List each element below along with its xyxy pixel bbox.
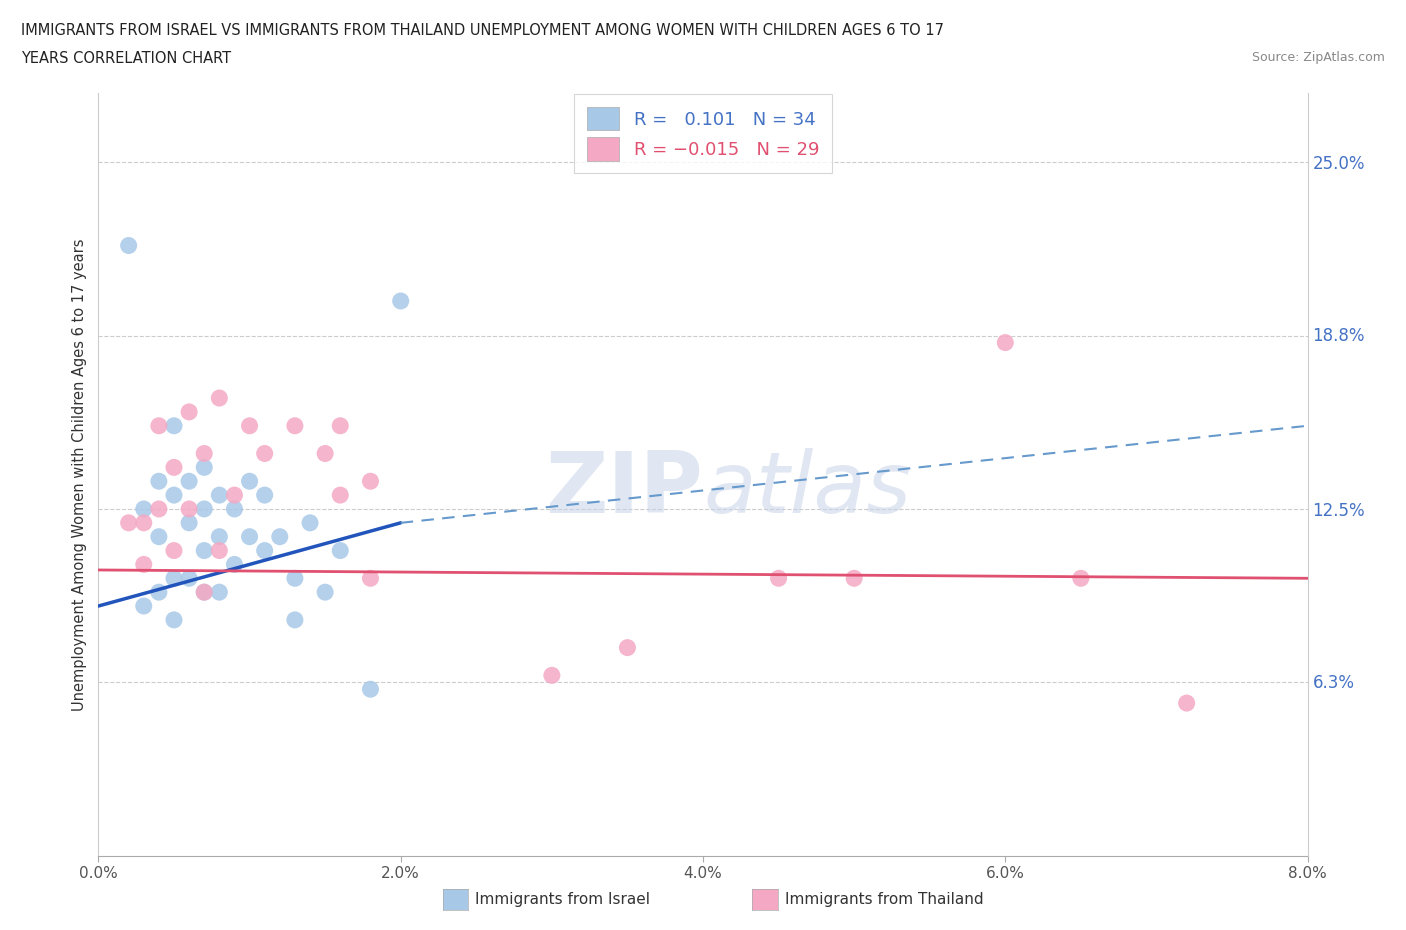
Point: [179, 571, 201, 586]
Point: [132, 599, 155, 614]
Point: [284, 418, 307, 433]
Text: IMMIGRANTS FROM ISRAEL VS IMMIGRANTS FROM THAILAND UNEMPLOYMENT AMONG WOMEN WITH: IMMIGRANTS FROM ISRAEL VS IMMIGRANTS FRO…: [21, 23, 943, 38]
Point: [163, 460, 186, 475]
Text: Immigrants from Israel: Immigrants from Israel: [475, 892, 650, 907]
Point: [163, 613, 186, 628]
Point: [132, 515, 155, 530]
Point: [208, 391, 231, 405]
Point: [224, 487, 246, 502]
Point: [253, 543, 276, 558]
Point: [193, 585, 215, 600]
Point: [239, 473, 262, 488]
Point: [299, 515, 322, 530]
Point: [844, 571, 866, 586]
Point: [224, 557, 246, 572]
Point: [360, 571, 382, 586]
Point: [1070, 571, 1092, 586]
Point: [193, 501, 215, 516]
Point: [540, 668, 562, 683]
Point: [179, 501, 201, 516]
Point: [616, 640, 638, 655]
Point: [329, 418, 352, 433]
Text: Source: ZipAtlas.com: Source: ZipAtlas.com: [1251, 51, 1385, 64]
Point: [389, 294, 412, 309]
Point: [994, 335, 1017, 350]
Point: [239, 529, 262, 544]
Text: Immigrants from Thailand: Immigrants from Thailand: [785, 892, 983, 907]
Point: [360, 473, 382, 488]
Point: [253, 487, 276, 502]
Text: YEARS CORRELATION CHART: YEARS CORRELATION CHART: [21, 51, 231, 66]
Text: atlas: atlas: [703, 448, 911, 531]
Point: [148, 529, 170, 544]
Point: [163, 487, 186, 502]
Point: [768, 571, 790, 586]
Point: [118, 515, 141, 530]
Point: [179, 473, 201, 488]
Point: [193, 446, 215, 461]
Point: [132, 557, 155, 572]
Point: [179, 405, 201, 419]
Point: [1175, 696, 1198, 711]
Point: [163, 571, 186, 586]
Point: [208, 543, 231, 558]
Point: [148, 501, 170, 516]
Point: [148, 473, 170, 488]
Point: [360, 682, 382, 697]
Point: [269, 529, 291, 544]
Point: [193, 543, 215, 558]
Point: [314, 585, 336, 600]
Point: [208, 529, 231, 544]
Point: [193, 460, 215, 475]
Point: [329, 543, 352, 558]
Point: [148, 418, 170, 433]
Point: [132, 501, 155, 516]
Point: [208, 585, 231, 600]
Point: [163, 418, 186, 433]
Point: [179, 515, 201, 530]
Point: [118, 238, 141, 253]
Point: [224, 501, 246, 516]
Point: [284, 571, 307, 586]
Point: [329, 487, 352, 502]
Point: [163, 543, 186, 558]
Y-axis label: Unemployment Among Women with Children Ages 6 to 17 years: Unemployment Among Women with Children A…: [72, 238, 87, 711]
Point: [148, 585, 170, 600]
Point: [314, 446, 336, 461]
Legend: R =   0.101   N = 34, R = −0.015   N = 29: R = 0.101 N = 34, R = −0.015 N = 29: [574, 95, 832, 173]
Point: [208, 487, 231, 502]
Text: ZIP: ZIP: [546, 448, 703, 531]
Point: [284, 613, 307, 628]
Point: [253, 446, 276, 461]
Point: [239, 418, 262, 433]
Point: [193, 585, 215, 600]
